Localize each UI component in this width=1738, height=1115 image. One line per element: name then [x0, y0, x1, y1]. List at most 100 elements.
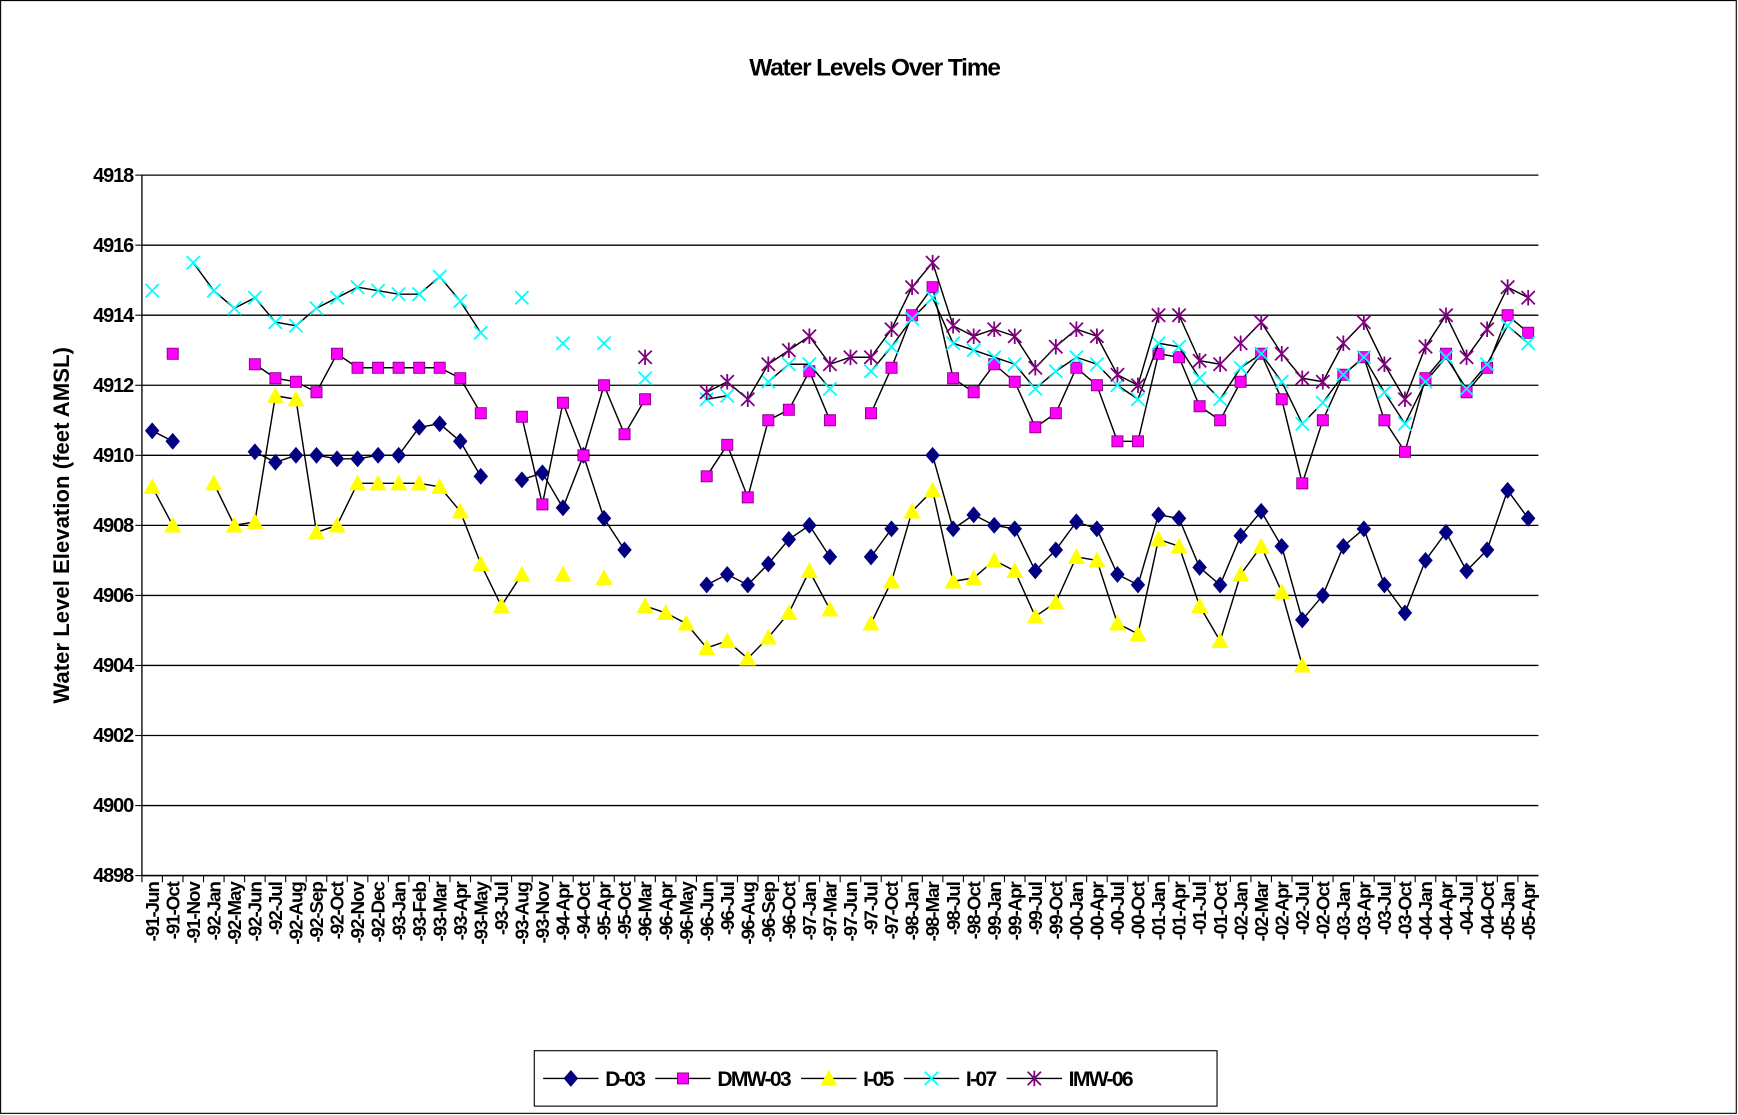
marker	[1274, 345, 1290, 362]
marker	[1356, 349, 1372, 365]
marker	[595, 569, 613, 585]
marker	[1294, 416, 1310, 432]
x-tick-label: -05-Jan	[1497, 882, 1518, 941]
marker	[246, 513, 264, 529]
marker	[1049, 407, 1062, 420]
marker	[1110, 377, 1125, 393]
marker	[1048, 338, 1064, 355]
marker	[925, 254, 940, 271]
marker	[1151, 307, 1166, 323]
marker	[1130, 377, 1146, 394]
marker	[1232, 565, 1250, 582]
marker	[966, 328, 981, 344]
marker	[781, 530, 797, 548]
y-tick-label: 4902	[93, 725, 134, 747]
marker	[269, 372, 282, 385]
marker	[1131, 435, 1144, 448]
marker	[740, 391, 756, 408]
marker	[1500, 481, 1515, 499]
marker	[474, 407, 487, 420]
marker	[1356, 314, 1372, 330]
legend-label: I-07	[966, 1068, 997, 1091]
marker	[761, 356, 776, 373]
marker	[227, 300, 242, 316]
marker	[947, 372, 960, 385]
marker	[986, 321, 1002, 337]
marker	[1253, 314, 1269, 330]
marker	[225, 516, 243, 533]
marker	[966, 506, 981, 524]
marker	[268, 314, 283, 330]
marker	[966, 342, 981, 358]
x-tick-label: -05-Apr	[1518, 880, 1539, 940]
marker	[411, 418, 427, 436]
y-axis-title: Water Level Elevation (feet AMSL)	[49, 347, 74, 704]
x-tick-label: -95-Apr	[594, 880, 615, 940]
marker	[1253, 502, 1269, 520]
x-tick-label: -02-Jul	[1292, 882, 1313, 935]
marker	[1151, 335, 1166, 351]
marker	[1048, 541, 1064, 559]
marker	[1110, 366, 1125, 383]
marker	[1150, 530, 1168, 547]
marker	[1336, 537, 1351, 555]
marker	[1398, 445, 1411, 458]
marker	[843, 349, 858, 366]
x-tick-label: -92-Sep	[306, 882, 327, 943]
marker	[492, 597, 510, 614]
series-line	[870, 488, 1303, 666]
marker	[164, 516, 182, 533]
marker	[514, 290, 530, 305]
series-line	[706, 395, 728, 400]
marker	[266, 387, 284, 403]
x-tick-label: -00-Apr	[1087, 880, 1108, 940]
legend-label: D-03	[605, 1068, 645, 1091]
x-tick-label: -01-Apr	[1169, 880, 1190, 940]
marker	[986, 516, 1002, 534]
marker	[802, 328, 817, 344]
x-tick-label: -96-May	[676, 881, 697, 945]
marker	[1151, 506, 1166, 524]
x-tick-label: -93-Jul	[491, 882, 512, 935]
marker	[1522, 326, 1535, 339]
marker	[1090, 379, 1103, 392]
marker	[863, 349, 879, 366]
marker	[699, 384, 714, 401]
marker	[925, 446, 940, 464]
marker	[1295, 611, 1310, 629]
marker	[1089, 356, 1105, 372]
x-tick-label: -91-Oct	[162, 880, 183, 939]
x-tick-label: -93-Mar	[429, 880, 450, 941]
marker	[247, 443, 263, 461]
x-tick-label: -97-Oct	[881, 880, 902, 939]
marker	[617, 541, 632, 559]
marker	[721, 438, 734, 451]
marker	[1008, 375, 1021, 388]
marker	[1129, 625, 1147, 642]
marker	[1356, 520, 1372, 538]
marker	[143, 478, 161, 494]
y-tick-label: 4904	[93, 655, 134, 677]
marker	[472, 555, 490, 571]
marker	[1170, 537, 1188, 554]
marker	[822, 548, 838, 566]
marker	[863, 363, 879, 379]
marker	[1418, 338, 1433, 355]
marker	[1274, 374, 1290, 390]
x-tick-label: -93-Apr	[450, 880, 471, 940]
x-tick-label: -01-Jan	[1148, 882, 1169, 941]
marker	[883, 572, 901, 589]
marker	[351, 361, 364, 374]
x-tick-label: -96-Jun	[696, 882, 717, 942]
x-tick-label: -99-Jul	[1025, 882, 1046, 935]
x-tick-label: -93-Aug	[512, 882, 533, 945]
x-tick-label: -03-Jul	[1374, 882, 1395, 935]
marker	[1520, 509, 1536, 527]
marker	[781, 356, 797, 372]
marker	[1418, 551, 1433, 569]
marker	[555, 335, 571, 351]
marker	[1377, 576, 1392, 594]
x-tick-label: -04-Oct	[1477, 880, 1498, 939]
marker	[740, 576, 756, 594]
